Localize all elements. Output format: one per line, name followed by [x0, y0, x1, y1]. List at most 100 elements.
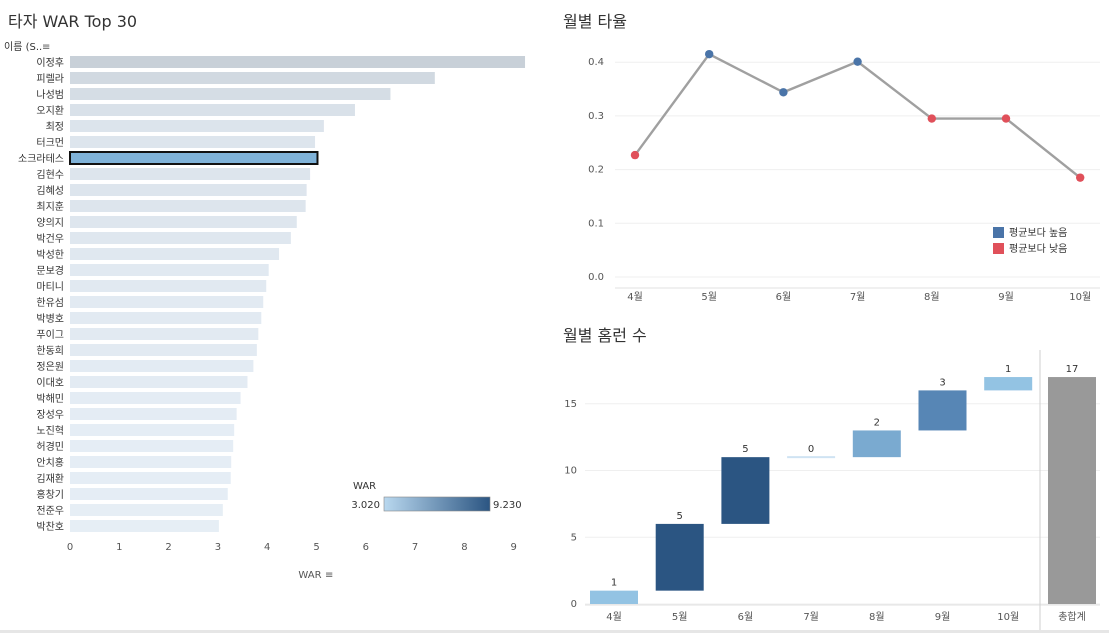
hr-bar[interactable]	[984, 377, 1033, 391]
player-name-label: 박건우	[36, 233, 64, 245]
war-bar[interactable]	[70, 184, 307, 196]
y-tick-label: 10	[564, 466, 577, 477]
player-name-label: 허경민	[36, 440, 64, 453]
war-bar[interactable]	[70, 136, 316, 148]
war-bar[interactable]	[70, 168, 311, 180]
avg-point[interactable]	[1076, 173, 1085, 182]
avg-point[interactable]	[927, 114, 936, 123]
war-bar-chart: 이름 (S.. ≡이정후피렐라나성범오지환최정터크먼소크라테스김현수김혜성최지훈양…	[4, 41, 526, 581]
hr-bar[interactable]	[655, 523, 704, 591]
hr-data-label: 2	[874, 417, 880, 428]
legend-label: 평균보다 높음	[1009, 227, 1067, 239]
avg-point[interactable]	[630, 150, 640, 160]
hr-bar[interactable]	[590, 590, 638, 604]
war-bar[interactable]	[70, 408, 237, 420]
war-bar[interactable]	[70, 312, 262, 324]
avg-chart-title: 월별 타율	[563, 12, 627, 31]
player-name-label: 이정후	[36, 57, 64, 69]
war-bar[interactable]	[70, 472, 231, 484]
y-tick-label: 0.4	[588, 57, 604, 68]
war-bar[interactable]	[70, 296, 264, 308]
player-name-label: 이대호	[36, 377, 64, 389]
x-tick-label: 9	[511, 542, 517, 553]
war-bar[interactable]	[70, 376, 248, 388]
hr-bar[interactable]	[918, 390, 967, 431]
war-bar[interactable]	[70, 120, 324, 132]
player-name-label: 한유섬	[36, 297, 64, 309]
avg-point[interactable]	[853, 57, 862, 66]
war-bar[interactable]	[70, 280, 267, 292]
player-name-label: 양의지	[36, 217, 64, 229]
war-bar[interactable]	[70, 424, 235, 436]
war-bar[interactable]	[70, 264, 269, 276]
player-name-label: 전준우	[36, 505, 64, 517]
y-tick-label: 0.1	[588, 218, 604, 229]
war-bar[interactable]	[70, 392, 241, 404]
player-name-label: 한동희	[36, 345, 64, 357]
war-bar[interactable]	[69, 151, 319, 165]
scroll-bar[interactable]	[0, 630, 1109, 633]
war-bar[interactable]	[70, 456, 232, 468]
avg-line-chart: 0.0 0.1 0.2 0.3 0.4 4월 5월 6월 7월 8월 9월 10월 평균보다 높음평균보…	[588, 49, 1100, 303]
total-bar[interactable]	[1048, 377, 1096, 604]
x-axis-title: WAR	[298, 570, 321, 581]
x-tick-label: 8	[461, 542, 467, 553]
war-bar[interactable]	[70, 232, 291, 244]
player-name-label: 정은원	[36, 361, 64, 373]
war-bar[interactable]	[70, 328, 259, 340]
player-name-label: 터크먼	[36, 137, 64, 149]
x-tick-label: 5	[313, 542, 319, 553]
hr-bar[interactable]	[852, 430, 901, 458]
color-legend-max: 9.230	[493, 500, 522, 511]
avg-point[interactable]	[705, 49, 714, 59]
player-name-label: 나성범	[36, 89, 64, 101]
hr-bar[interactable]	[721, 457, 770, 524]
x-tick-label: 6	[363, 542, 369, 553]
player-name-label: 소크라테스	[18, 153, 64, 165]
color-legend-title: WAR	[353, 481, 376, 492]
player-name-label: 피렐라	[36, 72, 64, 85]
war-bar[interactable]	[70, 520, 219, 532]
player-name-label: 마티니	[36, 281, 64, 293]
x-tick-label: 10월	[1069, 291, 1091, 303]
legend-swatch[interactable]	[993, 227, 1004, 238]
war-bar[interactable]	[70, 56, 526, 68]
sort-icon[interactable]: ≡	[42, 42, 50, 53]
war-bar[interactable]	[70, 200, 306, 212]
war-bar[interactable]	[70, 344, 257, 356]
x-tick-label: 1	[116, 542, 122, 553]
sort-icon[interactable]: ≡	[325, 570, 333, 581]
war-bar[interactable]	[70, 104, 355, 116]
legend-swatch[interactable]	[993, 243, 1004, 254]
y-tick-label: 15	[564, 399, 577, 410]
x-tick-label: 2	[165, 542, 171, 553]
hr-data-label: 5	[677, 511, 683, 522]
x-tick-label: 5월	[701, 291, 717, 303]
war-bar[interactable]	[70, 216, 297, 228]
x-tick-label: 7월	[850, 291, 866, 303]
war-bar[interactable]	[70, 88, 391, 100]
row-header[interactable]: 이름 (S..	[4, 41, 42, 53]
x-tick-label: 6월	[776, 291, 792, 303]
player-name-label: 박병호	[36, 313, 64, 325]
war-bar[interactable]	[70, 488, 228, 500]
hr-bar[interactable]	[787, 456, 836, 459]
war-bar[interactable]	[70, 360, 254, 372]
player-name-label: 김현수	[36, 169, 64, 181]
war-bar[interactable]	[70, 248, 280, 260]
player-name-label: 최정	[46, 121, 64, 133]
x-tick-label: 3	[215, 542, 221, 553]
war-bar[interactable]	[70, 504, 223, 516]
player-name-label: 문보경	[36, 264, 64, 277]
x-tick-label: 9월	[935, 611, 951, 623]
war-bar[interactable]	[70, 440, 234, 452]
y-tick-label: 0.3	[588, 111, 604, 122]
war-bar[interactable]	[70, 72, 435, 84]
avg-point[interactable]	[779, 88, 788, 97]
hr-chart-title: 월별 홈런 수	[563, 326, 647, 345]
y-tick-label: 0.0	[588, 272, 604, 283]
color-legend-gradient	[383, 496, 491, 512]
avg-point[interactable]	[1001, 114, 1011, 123]
player-name-label: 장성우	[36, 409, 64, 421]
